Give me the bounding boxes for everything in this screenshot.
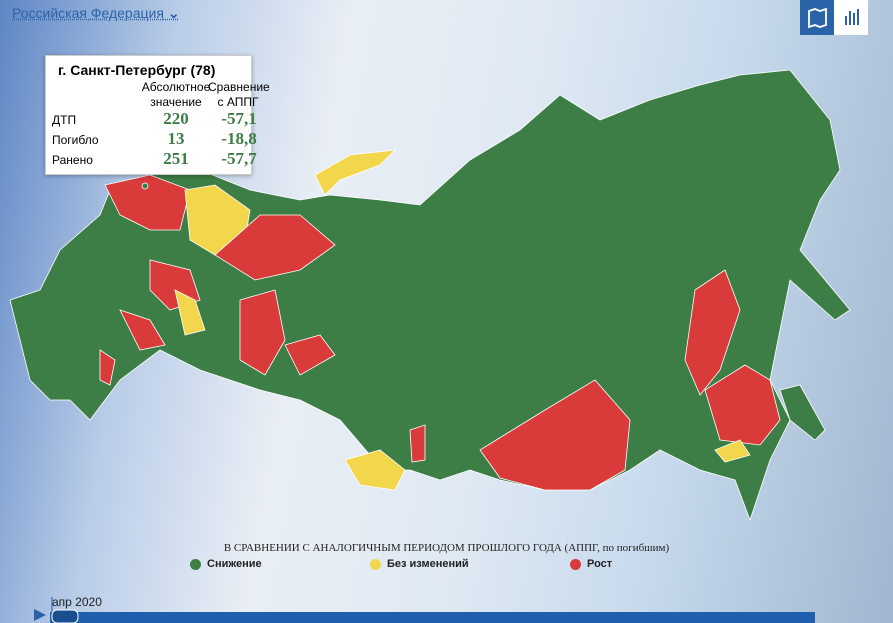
legend-title: В СРАВНЕНИИ С АНАЛОГИЧНЫМ ПЕРИОДОМ ПРОШЛ…	[223, 542, 670, 554]
legend-item: Снижение	[190, 558, 262, 570]
legend-dot	[190, 558, 201, 570]
legend-dot	[570, 558, 581, 570]
city-marker[interactable]	[141, 182, 149, 190]
region[interactable]	[714, 439, 751, 463]
tooltip-title: г. Санкт-Петербург (78)	[58, 62, 216, 78]
region[interactable]	[104, 174, 191, 231]
legend-label: Без изменений	[387, 558, 469, 570]
comparison-value: -18,8	[221, 129, 257, 148]
legend-dot	[370, 558, 381, 570]
region[interactable]	[409, 424, 426, 463]
comparison-value: -57,1	[221, 109, 257, 128]
region[interactable]	[479, 379, 631, 491]
play-button[interactable]	[34, 609, 46, 621]
timeline-handle[interactable]	[51, 609, 79, 623]
absolute-value: 251	[163, 149, 189, 168]
region[interactable]	[344, 449, 406, 491]
comparison-value: -57,7	[221, 149, 257, 168]
region[interactable]	[119, 309, 166, 351]
tooltip: г. Санкт-Петербург (78) Абсолютное значе…	[45, 55, 270, 175]
timeline-bar[interactable]	[50, 612, 815, 623]
region[interactable]	[174, 289, 206, 336]
region-selector[interactable]: Российская Федерация ⌄	[12, 5, 180, 21]
chart-icon	[845, 9, 859, 25]
map-view-button[interactable]	[800, 0, 834, 35]
region[interactable]	[284, 334, 336, 376]
legend-item: Без изменений	[370, 558, 469, 570]
row-label: Погибло	[52, 133, 99, 147]
region[interactable]	[779, 384, 826, 441]
absolute-value: 220	[163, 109, 189, 128]
legend-label: Снижение	[207, 558, 262, 570]
region[interactable]	[684, 269, 741, 396]
row-label: ДТП	[52, 113, 77, 127]
column-header: Сравнение с АППГ	[208, 80, 270, 109]
region[interactable]	[704, 364, 781, 446]
region[interactable]	[99, 349, 116, 386]
region[interactable]	[214, 214, 336, 281]
legend-label: Рост	[587, 558, 613, 570]
row-label: Ранено	[52, 153, 93, 167]
timeline-label: апр 2020	[52, 595, 102, 609]
legend-item: Рост	[570, 558, 612, 570]
map-icon	[808, 7, 827, 29]
absolute-value: 13	[167, 129, 185, 148]
region[interactable]	[239, 289, 286, 376]
column-header: Абсолютное значение	[141, 80, 211, 109]
region-selector-label[interactable]: Российская Федерация	[12, 5, 164, 21]
region[interactable]	[314, 149, 397, 196]
